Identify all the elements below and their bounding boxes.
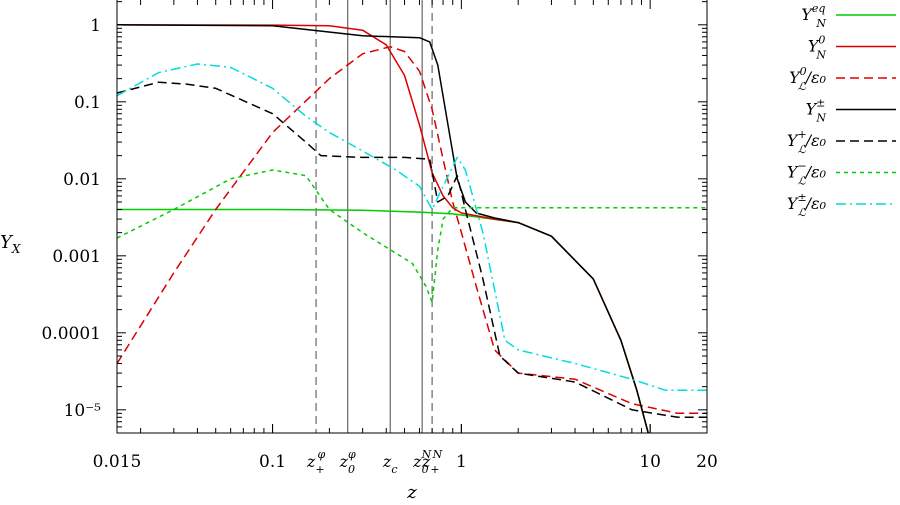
marker-label-sub: + <box>430 463 439 476</box>
marker-label: z0 N <box>412 448 431 476</box>
legend-label-suffix: /ε₀ <box>804 131 827 150</box>
legend-label: Y± ℒ/ε₀ <box>787 191 827 219</box>
marker-label-sub: + <box>315 463 324 476</box>
legend-label-sup: ± <box>816 97 825 110</box>
legend-label-suffix: /ε₀ <box>804 194 827 213</box>
plot-frame <box>116 0 708 434</box>
y-axis-title-base: Y <box>0 232 14 253</box>
x-tick-label: 1 <box>456 452 467 472</box>
marker-label-base: z <box>382 452 392 471</box>
legend-entry: Y0 ℒ/ε₀ <box>789 65 896 93</box>
legend-label: Y0 N <box>808 34 827 62</box>
marker-label-sub: 0 <box>348 463 355 476</box>
legend-label-sub: ℒ <box>798 80 807 93</box>
y-axis-title-sub: X <box>11 242 21 256</box>
plot-curves <box>117 24 707 433</box>
chart-legend: Yeq NY0 NY0 ℒ/ε₀Y± NY+ ℒ/ε₀Y− ℒ/ε₀Y± ℒ/ε₀ <box>787 2 896 219</box>
legend-entry: Y± N <box>806 97 896 125</box>
legend-entry: Yeq N <box>801 2 896 30</box>
legend-label: Y± N <box>806 97 827 125</box>
legend-label-sup: + <box>797 128 806 141</box>
x-tick-label: 0.015 <box>93 452 142 472</box>
legend-label-sup: eq <box>812 2 826 15</box>
legend-label-sub: N <box>815 112 826 125</box>
legend-label-base: Y <box>789 68 801 87</box>
series-line <box>117 81 707 419</box>
legend-label-suffix: /ε₀ <box>804 163 827 182</box>
vertical-markers <box>315 0 433 433</box>
legend-label-sup: 0 <box>800 65 807 78</box>
legend-label-sub: N <box>815 49 826 62</box>
legend-label-sub: ℒ <box>798 143 807 156</box>
x-axis-title: z <box>406 482 417 501</box>
series-line <box>117 24 649 433</box>
y-tick-label: 0.0001 <box>42 324 101 344</box>
marker-label: z+ N <box>421 448 443 476</box>
legend-label-sup: 0 <box>818 34 825 47</box>
marker-label-sup: N <box>421 448 432 461</box>
legend-label-base: Y <box>787 194 799 213</box>
marker-label-sup: N <box>432 448 443 461</box>
legend-label-sup: − <box>797 160 806 173</box>
marker-label-base: z <box>412 452 422 471</box>
legend-label-suffix: /ε₀ <box>804 68 827 87</box>
x-tick-label: 20 <box>696 452 718 472</box>
marker-label: z+ φ <box>306 448 326 476</box>
marker-label: z0 φ <box>339 448 356 476</box>
marker-label-sup: φ <box>318 448 326 461</box>
y-tick-label: 0.001 <box>52 247 101 267</box>
marker-label-sub: c <box>391 463 397 476</box>
legend-label: Yeq N <box>801 2 826 30</box>
legend-label-sub: N <box>815 17 826 30</box>
y-tick-label: 10⁻⁵ <box>64 401 102 421</box>
legend-label-base: Y <box>787 131 799 150</box>
marker-label-sub: 0 <box>422 463 429 476</box>
y-tick-label: 1 <box>90 16 101 36</box>
marker-label-base: z <box>306 452 316 471</box>
marker-label-sup: φ <box>348 448 356 461</box>
marker-label-base: z <box>339 452 349 471</box>
marker-label-base: z <box>421 452 431 471</box>
legend-label-sup: ± <box>797 191 806 204</box>
legend-label: Y0 ℒ/ε₀ <box>789 65 826 93</box>
legend-label-base: Y <box>801 5 813 24</box>
legend-entry: Y± ℒ/ε₀ <box>787 191 896 219</box>
legend-label: Y− ℒ/ε₀ <box>787 160 827 188</box>
legend-label-base: Y <box>806 100 818 119</box>
legend-entry: Y0 N <box>808 34 896 62</box>
series-line <box>117 208 649 433</box>
legend-label-sub: ℒ <box>798 206 807 219</box>
marker-label: zc <box>382 452 398 476</box>
legend-label: Y+ ℒ/ε₀ <box>787 128 827 156</box>
series-line <box>117 169 707 303</box>
legend-entry: Y+ ℒ/ε₀ <box>787 128 896 156</box>
plot-axes: 0.015 0.1 1 10 2010.10.010.0010.000110⁻⁵YXzz… <box>0 0 718 503</box>
y-axis-title: YX <box>0 232 21 256</box>
y-tick-label: 0.01 <box>63 170 101 190</box>
legend-label-base: Y <box>787 163 799 182</box>
y-tick-label: 0.1 <box>74 93 101 113</box>
x-tick-label: 10 <box>639 452 661 472</box>
legend-entry: Y− ℒ/ε₀ <box>787 160 896 188</box>
series-line <box>117 63 707 391</box>
legend-label-sub: ℒ <box>798 175 807 188</box>
x-tick-label: 0.1 <box>259 452 286 472</box>
legend-label-base: Y <box>808 37 820 56</box>
series-line <box>117 45 707 415</box>
